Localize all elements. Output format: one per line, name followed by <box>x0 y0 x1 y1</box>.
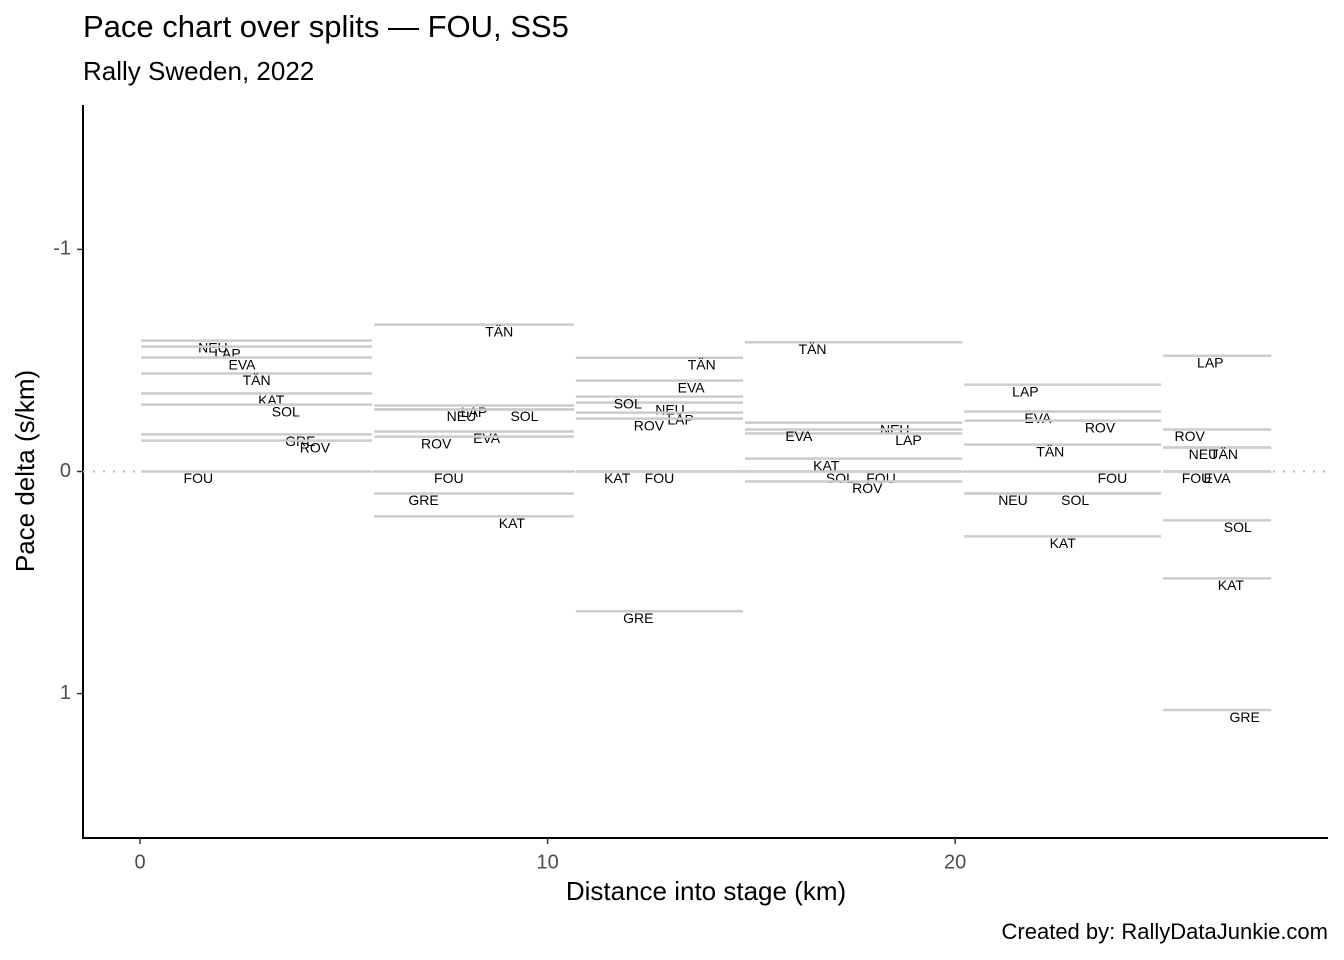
driver-label: ROV <box>1085 419 1116 435</box>
driver-label: LAP <box>1197 354 1223 370</box>
driver-label: EVA <box>678 379 706 395</box>
driver-label: TÄN <box>799 341 827 357</box>
driver-label: EVA <box>1024 410 1052 426</box>
y-tick-label: 0 <box>60 460 71 482</box>
y-axis-title: Pace delta (s/km) <box>10 370 40 572</box>
driver-label: TÄN <box>243 372 271 388</box>
driver-label: KAT <box>499 515 526 531</box>
driver-label: FOU <box>184 470 214 486</box>
driver-label: GRE <box>408 492 438 508</box>
driver-label: TÄN <box>688 356 716 372</box>
driver-label: TÄN <box>485 323 513 339</box>
driver-label: SOL <box>510 408 538 424</box>
driver-label: LAP <box>461 404 487 420</box>
driver-label: EVA <box>1204 470 1232 486</box>
driver-label: ROV <box>300 439 331 455</box>
driver-label: GRE <box>1229 709 1259 725</box>
driver-label: NEU <box>1189 446 1219 462</box>
driver-label: ROV <box>852 480 883 496</box>
driver-label: KAT <box>1050 535 1077 551</box>
driver-label: EVA <box>785 428 813 444</box>
chart-title: Pace chart over splits — FOU, SS5 <box>83 9 569 44</box>
driver-label: SOL <box>1061 492 1089 508</box>
driver-label: EVA <box>473 430 501 446</box>
driver-label: FOU <box>1098 470 1128 486</box>
driver-label: ROV <box>634 417 665 433</box>
x-tick-label: 0 <box>134 851 145 873</box>
y-tick-label: 1 <box>60 682 71 704</box>
driver-label: ROV <box>1174 428 1205 444</box>
driver-label: NEU <box>998 492 1028 508</box>
driver-label: TÄN <box>1210 446 1238 462</box>
x-tick-label: 10 <box>536 851 558 873</box>
driver-label: KAT <box>1218 577 1245 593</box>
driver-label: SOL <box>826 470 854 486</box>
driver-label: KAT <box>604 470 631 486</box>
x-tick-label: 20 <box>944 851 966 873</box>
driver-label: SOL <box>272 403 300 419</box>
caption: Created by: RallyDataJunkie.com <box>1002 919 1328 944</box>
driver-label: FOU <box>645 470 675 486</box>
driver-label: FOU <box>1182 470 1212 486</box>
chart-subtitle: Rally Sweden, 2022 <box>83 56 314 86</box>
driver-label: FOU <box>434 470 464 486</box>
driver-label: LAP <box>1012 383 1038 399</box>
driver-label: TÄN <box>1036 443 1064 459</box>
driver-label: GRE <box>623 610 653 626</box>
driver-label: ROV <box>421 435 452 451</box>
driver-label: EVA <box>229 356 257 372</box>
driver-label: NEU <box>447 408 477 424</box>
driver-label: SOL <box>1224 519 1252 535</box>
driver-label: KAT <box>813 457 840 473</box>
driver-label: SOL <box>614 395 642 411</box>
driver-label: LAP <box>895 432 921 448</box>
y-tick-label: -1 <box>53 238 71 260</box>
x-axis-title: Distance into stage (km) <box>566 876 846 906</box>
